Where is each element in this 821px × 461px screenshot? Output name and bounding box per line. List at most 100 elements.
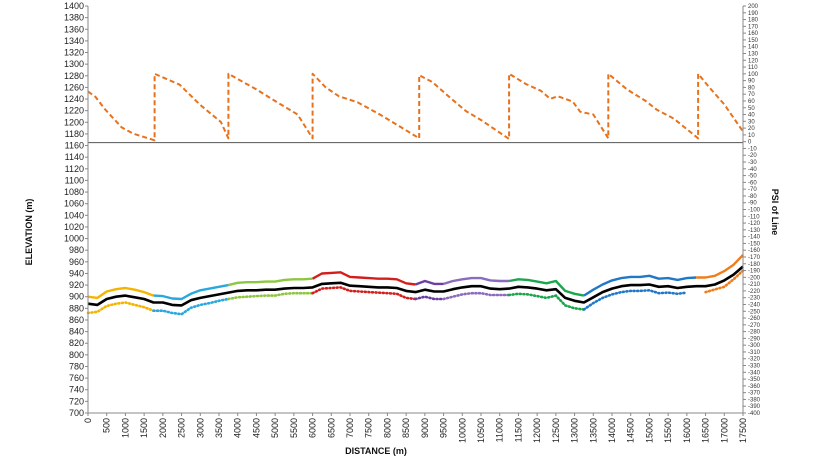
y2-tick-label: -10 bbox=[748, 146, 757, 152]
y2-tick-label: -170 bbox=[748, 255, 761, 261]
y2-tick-label: 90 bbox=[748, 79, 755, 85]
y2-tick-label: -60 bbox=[748, 180, 757, 186]
y2-tick-label: -90 bbox=[748, 201, 757, 207]
y2-tick-label: -400 bbox=[748, 411, 761, 417]
y2-tick-label: 120 bbox=[748, 58, 759, 64]
y2-tick-label: -30 bbox=[748, 160, 757, 166]
hgl-segment-4 bbox=[312, 271, 416, 286]
y2-tick-label: -180 bbox=[748, 262, 761, 268]
y-tick-label: 920 bbox=[69, 280, 84, 290]
x-tick-label: 13500 bbox=[588, 418, 598, 443]
y2-tick-label: -380 bbox=[748, 397, 761, 403]
y-tick-label: 1220 bbox=[64, 106, 84, 116]
low-profile-segment-7 bbox=[507, 292, 586, 311]
y2-tick-label: -270 bbox=[748, 323, 761, 329]
x-tick-labels: 0 500 1000 1500 2000 2500 3000 3500 4000 4500 5000… bbox=[83, 413, 748, 443]
y2-tick-label: -200 bbox=[748, 275, 761, 281]
y2-tick-label: -210 bbox=[748, 282, 761, 288]
hgl-segment-1 bbox=[87, 286, 154, 300]
y-tick-label: 1240 bbox=[64, 94, 84, 104]
x-tick-label: 5500 bbox=[289, 418, 299, 438]
x-tick-label: 2000 bbox=[158, 418, 168, 438]
y2-tick-label: 200 bbox=[748, 4, 759, 10]
y-tick-label: 1020 bbox=[64, 222, 84, 232]
y-tick-label: 1060 bbox=[64, 199, 84, 209]
low-profile-segment-5 bbox=[414, 295, 445, 301]
y2-tick-label: -20 bbox=[748, 153, 757, 159]
y2-tick-label: -350 bbox=[748, 377, 761, 383]
x-tick-label: 12500 bbox=[551, 418, 561, 443]
y2-tick-labels: 2001901801701601501401301201101009080706… bbox=[743, 4, 761, 417]
x-axis-title: DISTANCE (m) bbox=[345, 446, 407, 456]
y2-tick-label: -120 bbox=[748, 221, 761, 227]
y2-tick-label: -70 bbox=[748, 187, 757, 193]
x-tick-label: 12000 bbox=[532, 418, 542, 443]
y-tick-label: 1260 bbox=[64, 82, 84, 92]
y2-tick-label: -320 bbox=[748, 357, 761, 363]
x-tick-label: 500 bbox=[102, 418, 112, 433]
y2-tick-label: -300 bbox=[748, 343, 761, 349]
y-tick-label: 1080 bbox=[64, 187, 84, 197]
x-tick-label: 7000 bbox=[345, 418, 355, 438]
y2-tick-label: -250 bbox=[748, 309, 761, 315]
y-tick-label: 1320 bbox=[64, 48, 84, 58]
x-tick-label: 17000 bbox=[719, 418, 729, 443]
y-tick-labels: 7007207407607808008208408608809009209409… bbox=[64, 1, 88, 418]
y-tick-label: 800 bbox=[69, 350, 84, 360]
y-tick-label: 940 bbox=[69, 268, 84, 278]
y-axis-title: ELEVATION (m) bbox=[24, 199, 34, 266]
y-tick-label: 1360 bbox=[64, 24, 84, 34]
x-tick-label: 3000 bbox=[195, 418, 205, 438]
y2-tick-label: -360 bbox=[748, 384, 761, 390]
y-tick-label: 1280 bbox=[64, 71, 84, 81]
y-tick-label: 820 bbox=[69, 338, 84, 348]
y2-tick-label: -190 bbox=[748, 269, 761, 275]
x-tick-label: 10500 bbox=[476, 418, 486, 443]
y2-tick-label: -290 bbox=[748, 336, 761, 342]
y2-tick-label: 190 bbox=[748, 11, 759, 17]
y-tick-label: 980 bbox=[69, 245, 84, 255]
y-tick-label: 840 bbox=[69, 327, 84, 337]
y-tick-label: 1140 bbox=[65, 152, 84, 162]
y2-tick-label: 160 bbox=[748, 31, 759, 37]
hgl-segment-6 bbox=[443, 276, 510, 286]
low-profile-segment-8 bbox=[582, 288, 689, 311]
y2-tick-label: -80 bbox=[748, 194, 757, 200]
y2-tick-label: -390 bbox=[748, 404, 761, 410]
y-tick-label: 740 bbox=[69, 385, 84, 395]
terrain-line bbox=[87, 265, 744, 307]
hgl-segment-5 bbox=[415, 279, 444, 286]
x-tick-label: 1500 bbox=[139, 418, 149, 438]
y-tick-label: 700 bbox=[69, 408, 84, 418]
y2-tick-label: -50 bbox=[748, 174, 757, 180]
x-tick-label: 9000 bbox=[420, 418, 430, 438]
x-tick-label: 3500 bbox=[214, 418, 224, 438]
y2-tick-label: -370 bbox=[748, 391, 761, 397]
y2-tick-label: -230 bbox=[748, 296, 761, 302]
hgl-segment-9 bbox=[696, 254, 744, 279]
x-tick-label: 5000 bbox=[270, 418, 280, 438]
hgl-segment-2 bbox=[153, 283, 229, 301]
x-tick-label: 8500 bbox=[401, 418, 411, 438]
y2-tick-label: 140 bbox=[748, 45, 759, 51]
x-tick-label: 8000 bbox=[382, 418, 392, 438]
y2-tick-label: -140 bbox=[748, 235, 761, 241]
x-tick-label: 10000 bbox=[457, 418, 467, 443]
y2-tick-label: -220 bbox=[748, 289, 761, 295]
x-tick-label: 0 bbox=[83, 418, 93, 423]
x-tick-label: 17500 bbox=[738, 418, 748, 443]
y2-tick-label: -160 bbox=[748, 248, 761, 254]
y2-tick-label: 50 bbox=[748, 106, 755, 112]
y2-tick-label: -340 bbox=[748, 370, 761, 376]
y-tick-label: 720 bbox=[69, 396, 84, 406]
y-tick-label: 1120 bbox=[65, 164, 84, 174]
y2-tick-label: 80 bbox=[748, 85, 755, 91]
y2-tick-label: 170 bbox=[748, 24, 759, 30]
x-tick-label: 15500 bbox=[663, 418, 673, 443]
series-layer bbox=[86, 72, 745, 316]
x-tick-label: 7500 bbox=[364, 418, 374, 438]
x-tick-label: 14500 bbox=[626, 418, 636, 443]
y-tick-label: 760 bbox=[69, 373, 84, 383]
y2-tick-label: -40 bbox=[748, 167, 757, 173]
